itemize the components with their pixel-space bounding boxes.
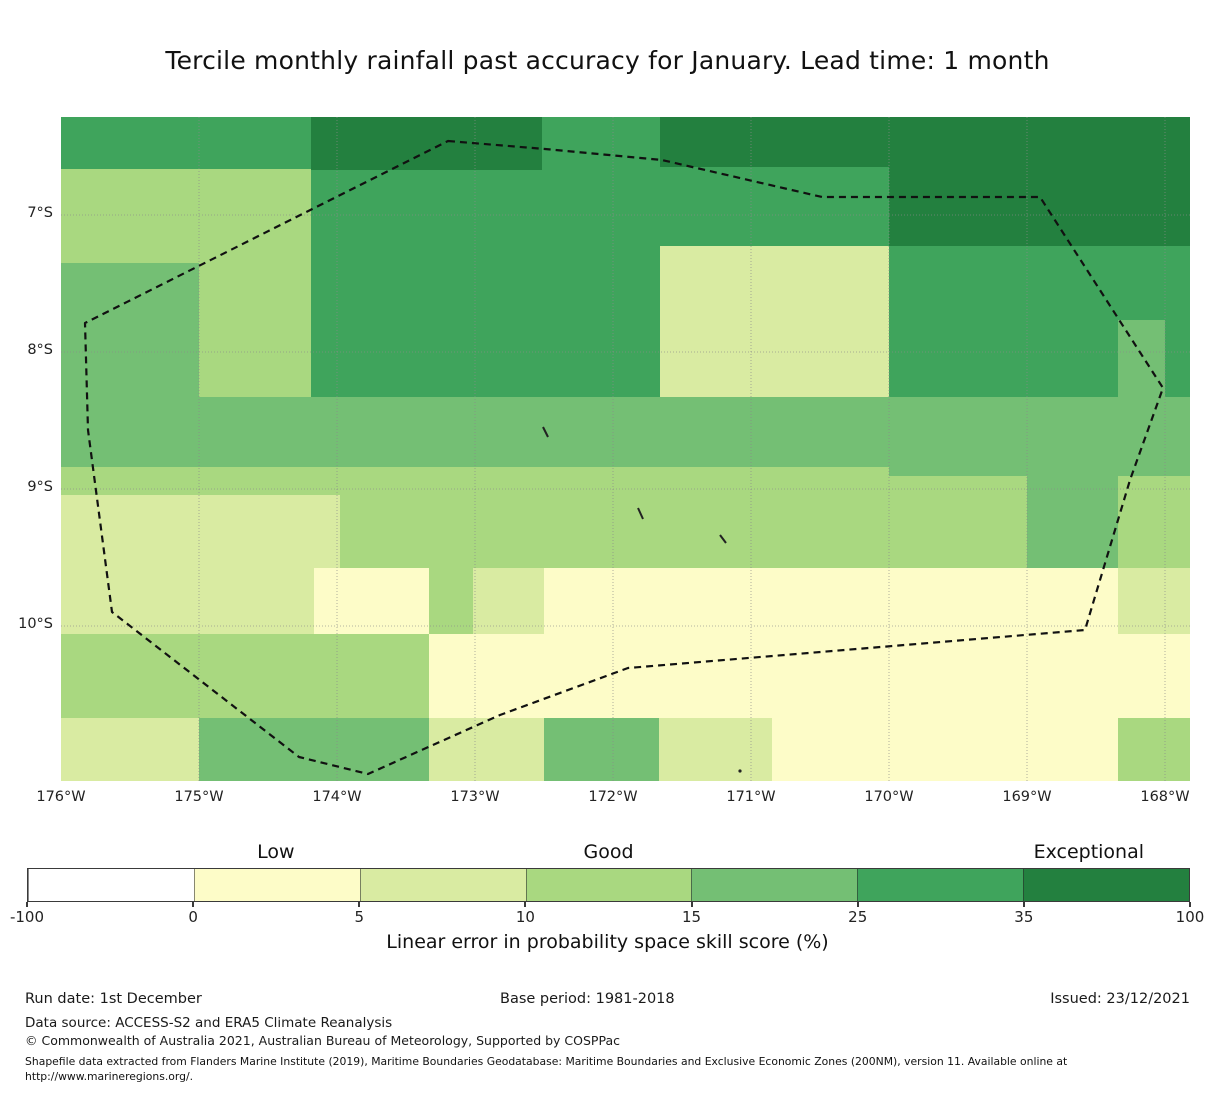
map-cell	[429, 568, 473, 634]
colorbar-tick	[524, 902, 527, 907]
x-axis-tick-label: 174°W	[312, 789, 362, 805]
x-axis-tick-label: 168°W	[1140, 789, 1190, 805]
colorbar-segment	[691, 869, 858, 901]
map-cell	[1118, 320, 1165, 476]
y-axis-tick-label: 10°S	[18, 616, 53, 632]
map-cell	[889, 117, 1190, 246]
y-axis-tick-label: 9°S	[27, 479, 53, 495]
map-cell	[314, 568, 429, 634]
map-cell	[1118, 718, 1190, 781]
colorbar-tick-label: 0	[188, 908, 198, 926]
x-axis-tick-label: 176°W	[36, 789, 86, 805]
map-cell	[660, 167, 889, 246]
copyright-label: © Commonwealth of Australia 2021, Austra…	[25, 1033, 620, 1048]
map-cell	[1118, 476, 1190, 568]
colorbar-caption: Linear error in probability space skill …	[386, 931, 829, 953]
colorbar-segment	[857, 869, 1024, 901]
colorbar-segment	[1023, 869, 1190, 901]
map-cell	[889, 397, 1118, 476]
map-cell	[61, 117, 311, 169]
colorbar-tick-label: -100	[9, 908, 45, 926]
map-cell	[660, 117, 889, 167]
x-axis-tick-label: 173°W	[450, 789, 500, 805]
map-cell	[429, 634, 1190, 718]
map-cell	[311, 170, 660, 397]
map-cell	[544, 568, 1118, 634]
chart-title: Tercile monthly rainfall past accuracy f…	[165, 46, 1050, 75]
colorbar-tick	[26, 902, 28, 907]
colorbar-class-label: Low	[257, 841, 295, 863]
island-mark	[738, 769, 742, 773]
colorbar-segment	[525, 869, 692, 901]
y-axis-tick-label: 8°S	[27, 342, 53, 358]
issued-date-label: Issued: 23/12/2021	[1050, 991, 1190, 1007]
map-cell	[1165, 397, 1190, 476]
colorbar-segment	[359, 869, 526, 901]
island-mark	[542, 426, 549, 438]
colorbar-tick-label: 15	[682, 908, 702, 926]
x-axis-tick-label: 172°W	[588, 789, 638, 805]
data-source-label: Data source: ACCESS-S2 and ERA5 Climate …	[25, 1015, 393, 1031]
colorbar	[27, 868, 1190, 902]
map-cell	[544, 718, 659, 781]
colorbar-tick-label: 100	[1175, 908, 1205, 926]
map-cell	[311, 117, 542, 170]
map-cell	[61, 634, 429, 718]
map-canvas	[61, 117, 1190, 781]
colorbar-tick	[192, 902, 195, 907]
colorbar-tick	[358, 902, 361, 907]
x-axis-tick-label: 170°W	[864, 789, 914, 805]
map-cell	[199, 169, 311, 397]
colorbar-tick-label: 5	[354, 908, 365, 926]
map-cell	[1118, 246, 1190, 320]
x-axis-tick-label: 171°W	[726, 789, 776, 805]
colorbar-tick	[1189, 902, 1191, 907]
island-mark	[637, 507, 644, 520]
island-mark	[719, 534, 727, 544]
colorbar-tick	[690, 902, 693, 907]
map-cell	[1165, 320, 1190, 397]
map-cell	[542, 117, 660, 170]
map-cell	[61, 169, 199, 263]
map-cell	[1027, 476, 1118, 568]
shapefile-note: Shapefile data extracted from Flanders M…	[25, 1055, 1068, 1083]
map-cell	[340, 495, 1027, 568]
colorbar-tick-label: 35	[1014, 908, 1034, 926]
colorbar-class-label: Exceptional	[1033, 841, 1145, 863]
colorbar-class-label: Good	[583, 841, 634, 863]
colorbar-tick-label: 25	[848, 908, 868, 926]
x-axis-tick-label: 169°W	[1002, 789, 1052, 805]
run-date-label: Run date: 1st December	[25, 991, 202, 1007]
map-cell	[889, 246, 1118, 397]
y-axis-tick-label: 7°S	[27, 205, 53, 221]
map-cell	[61, 263, 199, 397]
colorbar-segment	[28, 869, 194, 901]
colorbar-tick-label: 10	[515, 908, 535, 926]
rainfall-skill-heatmap	[61, 117, 1190, 781]
colorbar-tick	[1022, 902, 1025, 907]
colorbar-segment	[193, 869, 360, 901]
x-axis-tick-label: 175°W	[174, 789, 224, 805]
base-period-label: Base period: 1981-2018	[500, 991, 675, 1007]
map-cell	[199, 718, 429, 781]
map-cell	[772, 718, 1118, 781]
colorbar-tick	[856, 902, 859, 907]
